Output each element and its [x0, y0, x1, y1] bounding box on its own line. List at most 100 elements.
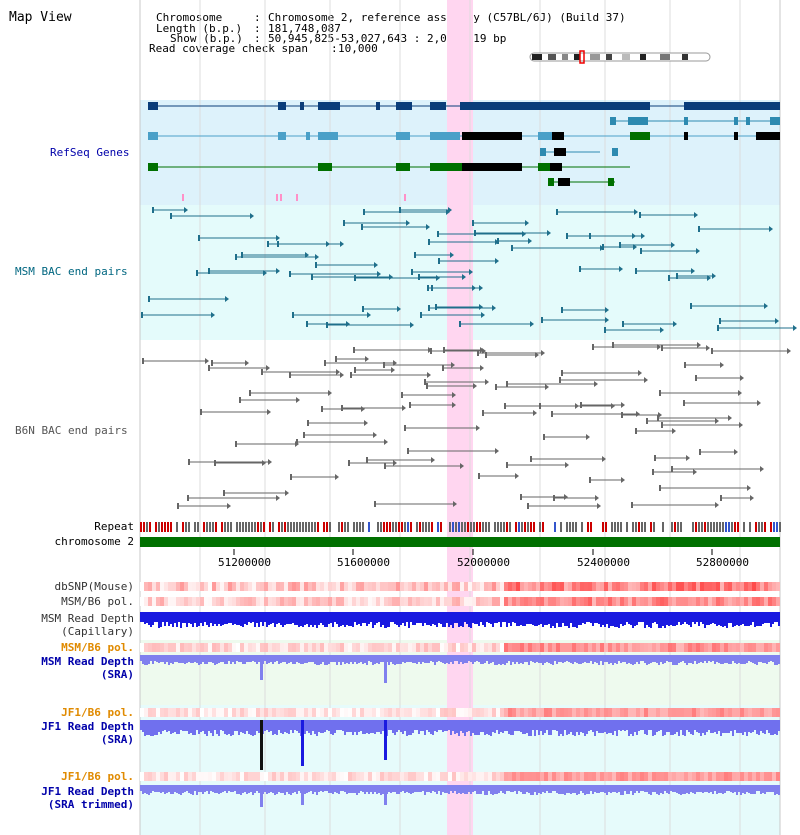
depth-bar: [778, 785, 780, 795]
depth-bar: [210, 655, 212, 662]
depth-bar: [432, 655, 434, 662]
depth-bar: [604, 785, 606, 793]
depth-bar: [170, 655, 172, 663]
heat-cell: [552, 772, 556, 781]
depth-bar: [338, 612, 340, 627]
heat-cell: [256, 597, 260, 606]
depth-bar: [690, 720, 692, 734]
depth-bar: [756, 612, 758, 626]
heat-cell: [604, 597, 608, 606]
heat-cell: [656, 597, 660, 606]
depth-bar: [228, 720, 230, 734]
repeat-mark: [395, 522, 397, 532]
depth-bar: [278, 612, 280, 623]
depth-bar: [744, 612, 746, 626]
depth-bar: [200, 612, 202, 623]
bac-end-arrow: [764, 303, 768, 309]
depth-bar: [476, 785, 478, 794]
depth-bar: [222, 655, 224, 662]
heat-cell: [412, 708, 416, 717]
depth-bar: [190, 612, 192, 624]
depth-bar: [734, 612, 736, 626]
heat-cell: [692, 643, 696, 652]
depth-bar: [498, 785, 500, 793]
depth-bar: [488, 720, 490, 735]
bac-end: [719, 318, 721, 324]
depth-bar: [168, 612, 170, 626]
heat-cell: [236, 643, 240, 652]
bac-end-arrow: [750, 495, 754, 501]
depth-bar: [152, 785, 154, 791]
depth-bar: [366, 612, 368, 626]
heat-cell: [516, 597, 520, 606]
depth-bar: [670, 655, 672, 662]
depth-bar: [596, 785, 598, 793]
repeat-mark: [356, 522, 358, 532]
heat-cell: [308, 643, 312, 652]
heat-cell: [504, 708, 508, 717]
depth-bar: [424, 612, 426, 623]
bac-end: [196, 270, 198, 276]
heat-cell: [568, 708, 572, 717]
heat-cell: [616, 708, 620, 717]
repeat-mark: [731, 522, 733, 532]
heat-cell: [344, 772, 348, 781]
depth-bar: [152, 720, 154, 736]
depth-bar: [576, 612, 578, 628]
depth-bar: [538, 655, 540, 663]
depth-bar: [426, 612, 428, 625]
depth-bar: [316, 612, 318, 628]
heat-cell: [244, 597, 248, 606]
depth-bar: [148, 720, 150, 735]
depth-bar: [362, 720, 364, 734]
gene-exon: [548, 178, 554, 186]
depth-bar: [674, 720, 676, 734]
heat-cell: [736, 582, 740, 591]
depth-bar: [658, 655, 660, 665]
depth-bar: [662, 720, 664, 736]
bac-end-arrow: [734, 449, 738, 455]
heat-cell: [260, 597, 264, 606]
depth-bar: [254, 612, 256, 627]
heat-cell: [260, 643, 264, 652]
depth-bar: [142, 612, 144, 622]
depth-bar: [578, 612, 580, 625]
repeat-mark: [344, 522, 346, 532]
depth-bar: [174, 785, 176, 792]
depth-bar: [200, 785, 202, 792]
depth-bar: [374, 655, 376, 664]
heat-cell: [196, 772, 200, 781]
depth-bar: [372, 655, 374, 665]
depth-bar: [178, 612, 180, 622]
depth-bar: [346, 612, 348, 625]
heat-cell: [488, 708, 492, 717]
depth-bar: [504, 655, 506, 665]
bac-end: [589, 233, 591, 239]
heat-cell: [660, 708, 664, 717]
depth-bar: [342, 655, 344, 662]
repeat-mark: [425, 522, 427, 532]
heat-cell: [272, 643, 276, 652]
depth-bar: [604, 720, 606, 732]
repeat-mark: [749, 522, 751, 532]
bac-end-arrow: [276, 235, 280, 241]
depth-bar: [524, 785, 526, 794]
depth-bar: [494, 655, 496, 665]
gene-exon: [684, 102, 780, 110]
bac-end-arrow: [757, 400, 761, 406]
heat-cell: [684, 643, 688, 652]
bac-end-arrow: [530, 321, 534, 327]
depth-bar: [168, 655, 170, 665]
depth-bar: [472, 612, 474, 623]
repeat-mark: [287, 522, 289, 532]
depth-bar: [224, 785, 226, 791]
heat-cell: [640, 772, 644, 781]
bac-end: [698, 226, 700, 232]
heat-cell: [408, 643, 412, 652]
repeat-mark: [185, 522, 187, 532]
depth-bar: [612, 785, 614, 792]
depth-bar: [570, 785, 572, 794]
depth-bar: [236, 655, 238, 661]
depth-bar: [398, 612, 400, 627]
